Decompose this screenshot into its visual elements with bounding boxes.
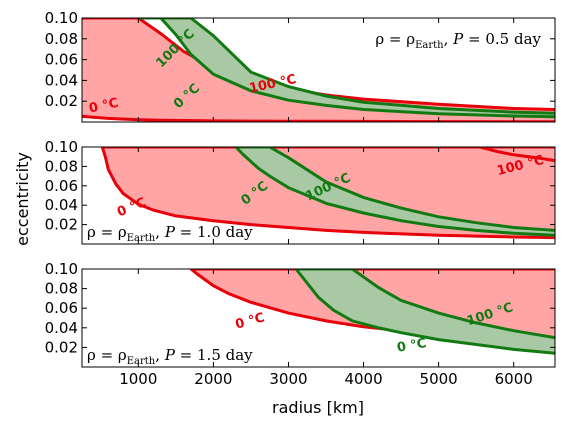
x-tick-label: 6000 <box>495 370 533 388</box>
y-tick-label: 0.08 <box>45 157 78 175</box>
red-band-lower-line <box>100 147 555 240</box>
y-tick-label: 0.06 <box>45 51 78 69</box>
x-tick-label: 5000 <box>420 370 458 388</box>
y-tick-label: 0.10 <box>45 138 78 156</box>
x-tick-label: 4000 <box>344 370 382 388</box>
y-tick-label: 0.06 <box>45 177 78 195</box>
x-tick-label: 3000 <box>269 370 307 388</box>
plot-frame <box>81 146 556 245</box>
y-tick-label: 0.10 <box>45 260 78 278</box>
red-band-extra-line <box>479 147 555 163</box>
plot-frame <box>81 17 556 123</box>
green-band-upper-line <box>138 18 555 115</box>
y-tick-label: 0.04 <box>45 71 78 89</box>
curve-label: 0 °C <box>88 96 120 117</box>
y-tick-label: 0.04 <box>45 319 78 337</box>
x-axis-title: radius [km] <box>272 398 364 417</box>
green-band-lower-line <box>138 18 555 119</box>
green-band-upper-line <box>296 269 555 340</box>
panel-annotation: ρ = ρEarth, P = 0.5 day <box>375 30 541 51</box>
y-tick-label: 0.08 <box>45 30 78 48</box>
panel-annotation: ρ = ρEarth, P = 1.5 day <box>87 346 253 367</box>
y-tick-label: 0.02 <box>45 338 78 356</box>
green-band-fill <box>138 18 555 117</box>
y-tick-label: 0.08 <box>45 280 78 298</box>
green-band-fill <box>296 269 555 354</box>
y-axis-title: eccentricity <box>13 152 32 246</box>
x-tick-label: 2000 <box>194 370 232 388</box>
y-tick-label: 0.06 <box>45 299 78 317</box>
curve-label: 0 °C <box>234 310 266 332</box>
x-tick-label: 1000 <box>119 370 157 388</box>
plot-frame <box>81 268 556 368</box>
green-band-lower-line <box>294 269 555 355</box>
curve-label: 0 °C <box>396 336 428 356</box>
y-tick-label: 0.10 <box>45 9 78 27</box>
y-tick-label: 0.02 <box>45 92 78 110</box>
y-tick-label: 0.02 <box>45 216 78 234</box>
green-band-lower-line <box>234 147 555 237</box>
green-band-upper-line <box>235 147 555 232</box>
panel-annotation: ρ = ρEarth, P = 1.0 day <box>87 223 253 244</box>
y-axis-title-group: eccentricity <box>13 152 32 246</box>
y-tick-label: 0.04 <box>45 196 78 214</box>
red-band-fill <box>82 18 555 122</box>
